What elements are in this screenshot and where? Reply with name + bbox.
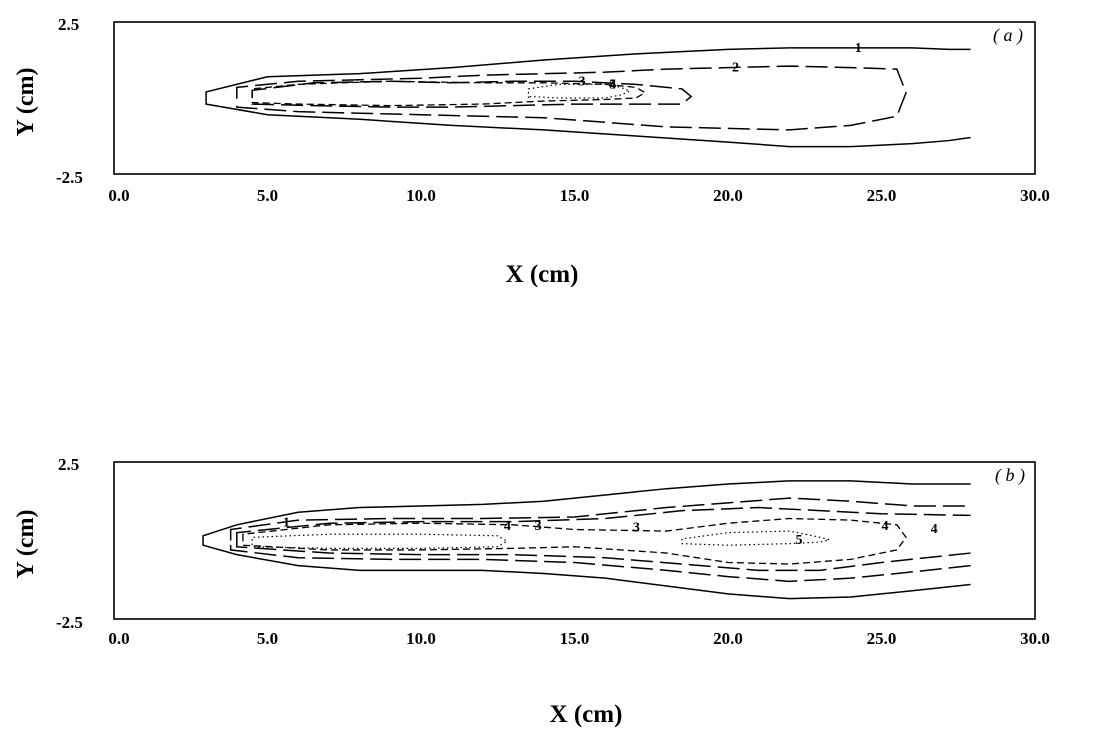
panel-b-x-tick-label: 15.0 [560,629,590,648]
panel-a-x-tick-label: 0.0 [108,186,129,205]
panel-b-y-tick-top: 2.5 [58,455,79,474]
contour-label: 2 [732,61,739,76]
panel-b-x-tick-label: 10.0 [406,629,436,648]
panel-a-x-tick-label: 15.0 [560,186,590,205]
contour-label: 3 [535,519,542,534]
panel-a-frame [113,21,1036,175]
contour-level-5 [527,83,632,99]
panel-b: 1 4 3 3 4 4 5 ( b ) 2.5 -2.5 0.0 5.0 10.0 15.0 20.… [13,455,1050,728]
contour-level-3 [236,506,971,572]
panel-a-y-tick-bottom: -2.5 [56,168,83,187]
panel-b-y-tick-bottom: -2.5 [56,613,83,632]
panel-b-frame [113,461,1036,620]
panel-b-x-tick-label: 5.0 [257,629,278,648]
contour-label: 3 [579,74,586,89]
panel-b-contour-labels: 1 4 3 3 4 4 5 [283,516,938,548]
panel-b-x-tick-label: 0.0 [108,629,129,648]
contour-label: 3 [633,520,640,535]
panel-b-x-axis-label: X (cm) [550,701,623,728]
panel-b-x-tick-label: 25.0 [867,629,897,648]
panel-a-x-tick-label: 25.0 [867,186,897,205]
contour-label: 4 [931,522,938,537]
panel-a-label: ( a ) [993,25,1023,46]
panel-a-x-tick-label: 30.0 [1020,186,1050,205]
panel-b-label: ( b ) [995,465,1025,486]
panel-a-y-axis-label: Y (cm) [13,67,39,136]
contour-label: 4 [609,77,616,92]
contour-label: 4 [504,519,511,534]
contour-level-5 [681,530,830,546]
contour-label: 1 [283,516,290,531]
panel-b-x-ticks: 0.0 5.0 10.0 15.0 20.0 25.0 30.0 [108,629,1050,648]
contour-label: 4 [882,519,889,534]
panel-a: 1 2 3 45 ( a ) 2.5 -2.5 0.0 5.0 10.0 15.0 20.0 2… [13,15,1050,288]
panel-a-x-tick-label: 20.0 [713,186,743,205]
panel-a-x-ticks: 0.0 5.0 10.0 15.0 20.0 25.0 30.0 [108,186,1050,205]
panel-a-x-tick-label: 10.0 [406,186,436,205]
panel-b-x-tick-label: 30.0 [1020,629,1050,648]
panel-b-y-axis-label: Y (cm) [13,509,39,578]
contour-level-4 [242,517,907,565]
panel-b-contours [202,480,971,600]
contour-level-4 [251,80,647,107]
contour-label: 1 [855,41,862,56]
panel-a-x-axis-label: X (cm) [506,261,579,288]
contour-level-2 [236,65,907,131]
panel-a-x-tick-label: 5.0 [257,186,278,205]
contour-label: 5 [796,533,803,548]
contour-level-3 [251,80,693,108]
contour-level-2 [229,497,971,583]
panel-a-contours [205,47,971,148]
panel-a-contour-labels: 1 2 3 45 [579,41,862,92]
contour-level-5 [251,533,509,549]
panel-a-y-tick-top: 2.5 [58,15,79,34]
contour-label: 5 [609,77,616,92]
panel-b-x-tick-label: 20.0 [713,629,743,648]
contour-level-1 [205,47,971,148]
contour-level-1 [202,480,971,600]
